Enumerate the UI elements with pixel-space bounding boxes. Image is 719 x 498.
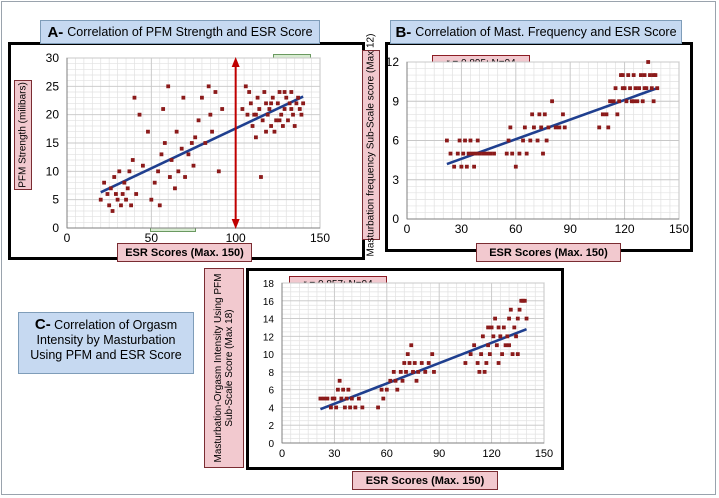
- panel-c-ylabel-box: Masturbation-Orgasm Intensity Using PFM …: [204, 268, 244, 468]
- panel-c-xlabel-box: ESR Scores (Max. 150): [352, 471, 498, 490]
- panel-b-ylabel-box: Masturbation frequency Sub-Scale score (…: [362, 34, 380, 256]
- panel-c-stat: r = 0.857; N=94: [303, 279, 373, 290]
- nesr-zone-text: NESR: [156, 214, 190, 228]
- nesr-zone-label: NESR: [150, 210, 196, 232]
- panel-c-ylabel: Masturbation-Orgasm Intensity Using PFM …: [213, 273, 235, 463]
- panel-a-title: Correlation of PFM Strength and ESR Scor…: [67, 25, 313, 39]
- panel-b-title-box: B- Correlation of Mast. Frequency and ES…: [390, 20, 682, 44]
- panel-a-ylabel-box: PFM Strength (milibars): [14, 80, 32, 190]
- panel-c-title: Correlation of Orgasm Intensity by Mastu…: [30, 318, 182, 362]
- panel-b-letter: B-: [395, 23, 412, 41]
- panel-b-ylabel: Masturbation frequency Sub-Scale score (…: [365, 33, 377, 257]
- panel-b-box: [385, 42, 693, 252]
- panel-a-stat-box: r = 0.782; N=94: [72, 61, 170, 78]
- panel-a-ylabel: PFM Strength (milibars): [17, 82, 29, 188]
- panel-a-stat: r = 0.782; N=94: [86, 64, 156, 75]
- esr-zone-text: ESR: [279, 58, 305, 72]
- panel-b-stat: r = 0.895; N=94: [446, 58, 516, 69]
- panel-a-letter: A-: [47, 23, 64, 41]
- panel-a-xlabel: ESR Scores (Max. 150): [125, 246, 244, 259]
- panel-b-xlabel: ESR Scores (Max. 150): [489, 246, 608, 259]
- panel-c-stat-box: r = 0.857; N=94: [289, 276, 387, 293]
- esr-zone-label: ESR: [273, 54, 311, 76]
- panel-b-xlabel-box: ESR Scores (Max. 150): [476, 243, 621, 262]
- panel-c-box: [246, 268, 564, 470]
- panel-b-stat-box: r = 0.895; N=94: [432, 55, 530, 72]
- panel-b-title: Correlation of Mast. Frequency and ESR S…: [415, 25, 677, 39]
- panel-c-letter: C-: [34, 316, 51, 333]
- panel-c-xlabel: ESR Scores (Max. 150): [365, 474, 485, 487]
- panel-c-title-box: C- Correlation of Orgasm Intensity by Ma…: [18, 312, 194, 374]
- panel-a-title-box: A- Correlation of PFM Strength and ESR S…: [40, 20, 320, 44]
- panel-a-xlabel-box: ESR Scores (Max. 150): [117, 243, 252, 262]
